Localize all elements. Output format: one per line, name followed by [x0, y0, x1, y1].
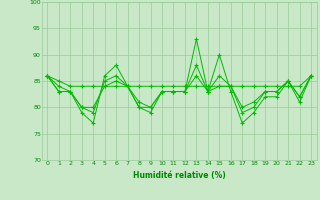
X-axis label: Humidité relative (%): Humidité relative (%) [133, 171, 226, 180]
